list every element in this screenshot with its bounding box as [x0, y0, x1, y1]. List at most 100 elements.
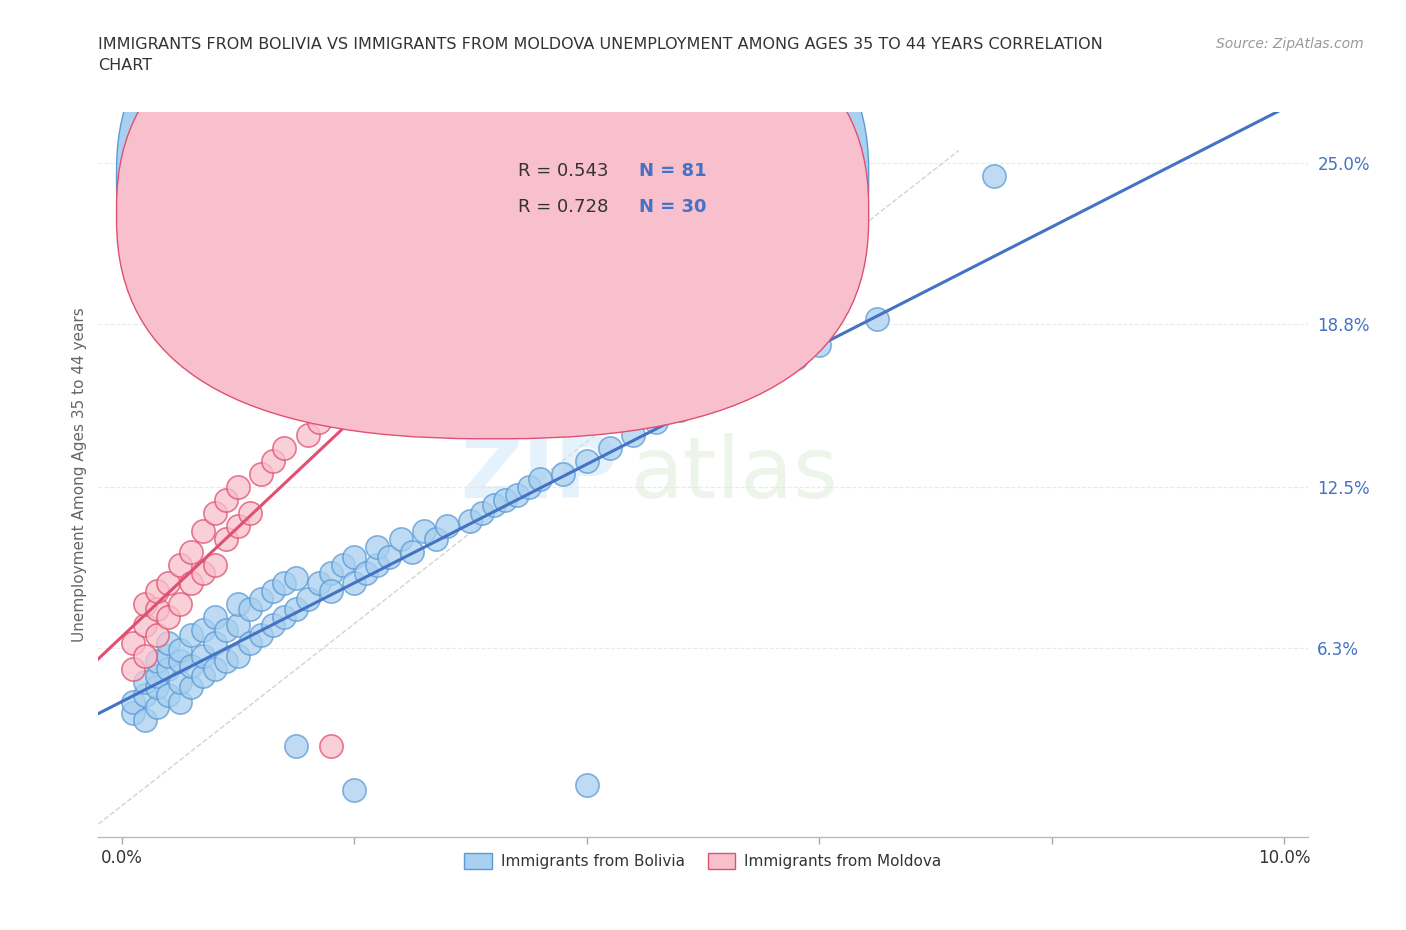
Point: [343, 576, 366, 591]
Point: [343, 550, 366, 565]
Point: [169, 643, 191, 658]
Point: [599, 441, 621, 456]
Point: [215, 493, 238, 508]
FancyBboxPatch shape: [117, 0, 869, 403]
Point: [191, 669, 214, 684]
Point: [297, 591, 319, 606]
Point: [285, 738, 308, 753]
Text: R = 0.728: R = 0.728: [517, 198, 609, 217]
Point: [134, 648, 156, 663]
Point: [529, 472, 551, 487]
Point: [122, 661, 145, 676]
Point: [145, 583, 167, 598]
Point: [169, 558, 191, 573]
Point: [191, 648, 214, 663]
Point: [250, 628, 273, 643]
Point: [122, 695, 145, 710]
Point: [749, 368, 772, 383]
Point: [273, 576, 295, 591]
Point: [145, 669, 167, 684]
Point: [204, 506, 226, 521]
Point: [413, 524, 436, 538]
Legend: Immigrants from Bolivia, Immigrants from Moldova: Immigrants from Bolivia, Immigrants from…: [457, 845, 949, 876]
Point: [134, 618, 156, 632]
Point: [134, 674, 156, 689]
Point: [285, 602, 308, 617]
Point: [157, 635, 180, 650]
Point: [169, 596, 191, 611]
Point: [668, 402, 690, 417]
Point: [808, 286, 831, 300]
Point: [332, 558, 354, 573]
Point: [215, 654, 238, 669]
Point: [262, 583, 284, 598]
Point: [215, 622, 238, 637]
Point: [145, 654, 167, 669]
Point: [808, 338, 831, 352]
Point: [226, 480, 249, 495]
Point: [180, 545, 202, 560]
Point: [204, 661, 226, 676]
Point: [157, 648, 180, 663]
Point: [204, 635, 226, 650]
Point: [716, 384, 738, 399]
Text: R = 0.543: R = 0.543: [517, 162, 609, 180]
Point: [378, 550, 401, 565]
Point: [273, 441, 295, 456]
Point: [645, 415, 668, 430]
Point: [471, 506, 494, 521]
Text: N = 30: N = 30: [638, 198, 706, 217]
Point: [401, 545, 423, 560]
Point: [621, 428, 644, 443]
Point: [785, 351, 807, 365]
FancyBboxPatch shape: [117, 0, 869, 439]
FancyBboxPatch shape: [456, 137, 800, 235]
Point: [204, 558, 226, 573]
Point: [517, 480, 540, 495]
Point: [692, 394, 714, 409]
Point: [250, 591, 273, 606]
Point: [366, 558, 388, 573]
Point: [460, 513, 482, 528]
Point: [134, 713, 156, 728]
Point: [319, 738, 342, 753]
Text: IMMIGRANTS FROM BOLIVIA VS IMMIGRANTS FROM MOLDOVA UNEMPLOYMENT AMONG AGES 35 TO: IMMIGRANTS FROM BOLIVIA VS IMMIGRANTS FR…: [98, 37, 1104, 73]
Point: [226, 519, 249, 534]
Point: [145, 602, 167, 617]
Point: [425, 532, 447, 547]
Point: [262, 454, 284, 469]
Point: [157, 609, 180, 624]
Text: N = 81: N = 81: [638, 162, 707, 180]
Point: [134, 687, 156, 702]
Point: [366, 539, 388, 554]
Point: [436, 519, 458, 534]
Point: [191, 622, 214, 637]
Point: [180, 576, 202, 591]
Point: [297, 428, 319, 443]
Point: [226, 648, 249, 663]
Point: [482, 498, 505, 512]
Point: [506, 487, 529, 502]
Text: atlas: atlas: [630, 432, 838, 516]
Point: [226, 618, 249, 632]
Point: [575, 777, 598, 792]
Point: [553, 467, 575, 482]
Point: [239, 506, 262, 521]
Point: [134, 596, 156, 611]
Point: [226, 596, 249, 611]
Point: [145, 700, 167, 715]
Point: [262, 618, 284, 632]
Text: ZIP: ZIP: [461, 432, 619, 516]
Point: [145, 679, 167, 694]
Point: [575, 454, 598, 469]
Point: [204, 609, 226, 624]
Point: [239, 635, 262, 650]
Point: [285, 299, 308, 313]
Point: [180, 628, 202, 643]
Point: [122, 705, 145, 720]
Point: [191, 524, 214, 538]
Point: [494, 493, 516, 508]
Point: [273, 609, 295, 624]
Point: [308, 576, 330, 591]
Point: [169, 674, 191, 689]
